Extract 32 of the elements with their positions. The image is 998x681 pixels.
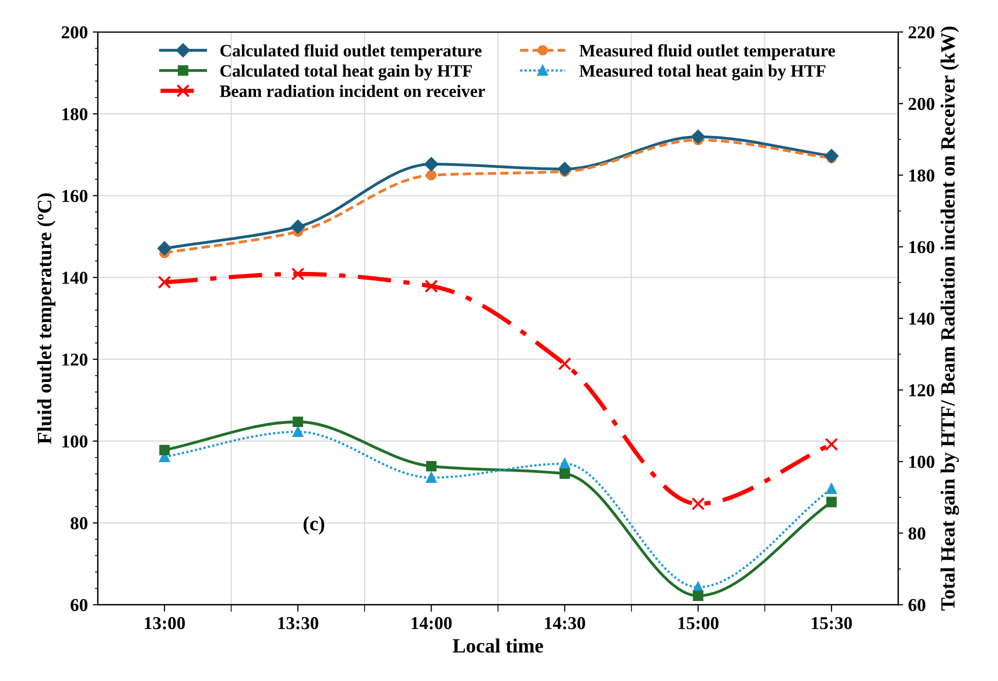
y-axis-title: Fluid outlet temperature (ºC) <box>37 193 56 444</box>
x-tick-label: 14:30 <box>545 617 586 630</box>
y-tick-label: 200 <box>62 26 88 38</box>
y2-tick-label: 160 <box>909 241 934 254</box>
legend-label: Measured fluid outlet temperature <box>579 44 836 60</box>
annotation: (c) <box>304 516 324 535</box>
x-tick-label: 14:00 <box>412 617 452 630</box>
x-tick-label: 13:30 <box>278 617 318 630</box>
y2-tick-label: 120 <box>909 384 934 396</box>
y2-axis-title: Total Heat gain by HTF/ Beam Radiation incident on Receiver (kW) <box>940 26 959 611</box>
y2-tick-label: 60 <box>908 598 926 612</box>
y-tick-label: 80 <box>70 517 88 530</box>
y-tick-label: 120 <box>62 354 88 366</box>
legend-label: Calculated total heat gain by HTF <box>220 64 472 80</box>
legend-label: Beam radiation incident on receiver <box>220 84 486 98</box>
x-tick-label: 15:00 <box>678 617 718 630</box>
y2-tick-label: 220 <box>908 26 934 38</box>
y-tick-label: 140 <box>62 272 88 284</box>
legend-label: Measured total heat gain by HTF <box>579 64 826 80</box>
y2-tick-label: 100 <box>909 456 934 468</box>
y2-tick-label: 200 <box>908 98 934 110</box>
x-tick-label: 15:30 <box>812 617 852 630</box>
y-tick-label: 60 <box>70 598 88 612</box>
y-tick-label: 100 <box>62 435 88 448</box>
legend-label: Calculated fluid outlet temperature <box>220 44 482 60</box>
x-tick-label: 13:00 <box>144 617 185 630</box>
y-tick-label: 180 <box>62 108 88 120</box>
y2-tick-label: 180 <box>909 169 934 182</box>
y2-tick-label: 80 <box>908 527 926 540</box>
x-axis-title: Local time <box>452 638 544 653</box>
y2-tick-label: 140 <box>909 312 934 325</box>
y-tick-label: 160 <box>62 190 88 202</box>
